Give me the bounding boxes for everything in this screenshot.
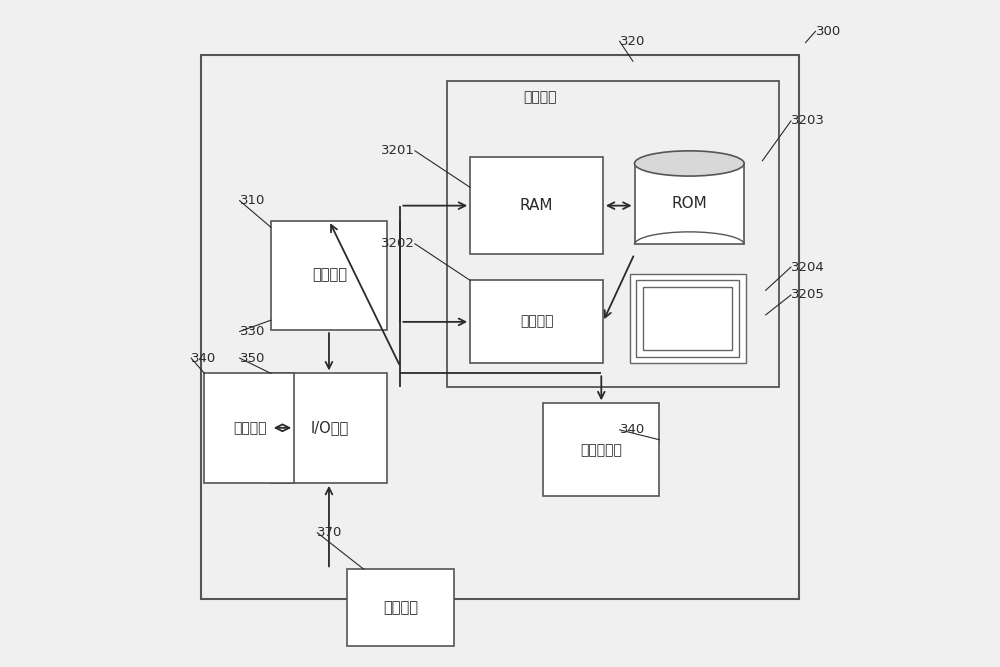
Text: 300: 300 xyxy=(816,25,841,38)
Bar xyxy=(204,374,294,483)
Bar xyxy=(447,81,779,387)
Text: 3203: 3203 xyxy=(791,115,825,127)
Bar xyxy=(271,221,387,330)
Bar xyxy=(347,570,454,646)
Text: 外部设备: 外部设备 xyxy=(383,600,418,615)
Bar xyxy=(543,404,659,496)
Bar xyxy=(635,163,744,245)
Bar xyxy=(643,287,732,350)
Bar xyxy=(201,55,799,599)
Text: 320: 320 xyxy=(620,35,645,48)
Text: 350: 350 xyxy=(240,352,265,365)
Text: 3201: 3201 xyxy=(381,144,415,157)
Text: RAM: RAM xyxy=(520,198,553,213)
Text: I/O接口: I/O接口 xyxy=(310,420,348,436)
Text: 处理单元: 处理单元 xyxy=(312,267,347,283)
Text: 高速缓存: 高速缓存 xyxy=(520,315,553,329)
Text: 310: 310 xyxy=(240,194,265,207)
Bar xyxy=(470,280,603,364)
Text: 3204: 3204 xyxy=(791,261,825,273)
Text: 3205: 3205 xyxy=(791,288,825,301)
Bar xyxy=(636,280,739,357)
Ellipse shape xyxy=(635,151,744,176)
Text: ROM: ROM xyxy=(671,197,707,211)
Bar xyxy=(630,273,746,364)
Text: 330: 330 xyxy=(240,325,265,338)
Text: 340: 340 xyxy=(191,352,216,365)
Text: 3202: 3202 xyxy=(381,237,415,250)
Text: 370: 370 xyxy=(317,526,343,539)
Text: 340: 340 xyxy=(620,424,645,436)
Text: 网络适配器: 网络适配器 xyxy=(581,443,623,457)
Bar xyxy=(271,374,387,483)
Text: 存储单元: 存储单元 xyxy=(523,91,557,105)
Bar xyxy=(470,157,603,253)
Text: 显示单元: 显示单元 xyxy=(233,421,266,435)
